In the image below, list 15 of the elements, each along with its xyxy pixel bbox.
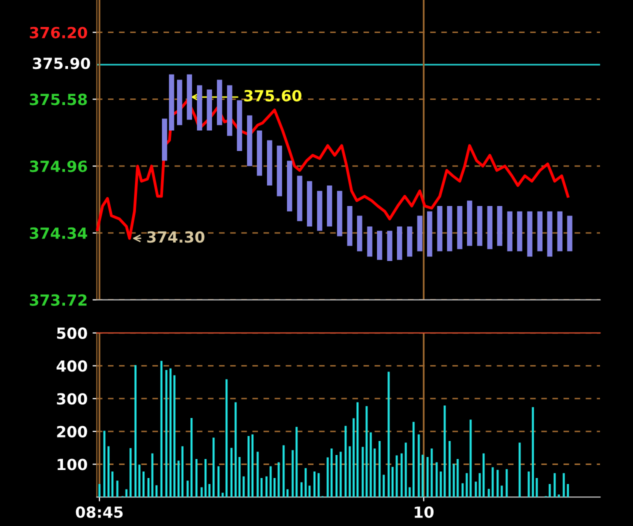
y-tick-label: 374.96: [30, 160, 87, 172]
y-tick-label: 200: [57, 426, 88, 438]
annotation: 375.60: [244, 90, 302, 102]
y-tick-label: 100: [58, 458, 88, 470]
y-tick-label: 374.34: [30, 227, 88, 239]
y-tick-label: 400: [56, 360, 88, 372]
y-tick-label: 376.20: [30, 26, 88, 38]
x-tick-label: 08:45: [76, 506, 123, 518]
x-tick-label: 10: [414, 506, 434, 518]
y-tick-label: 300: [56, 393, 88, 405]
annotation: 374.30: [147, 231, 204, 243]
y-tick-label: 375.58: [30, 94, 87, 106]
ref-line-label: 375.90: [32, 58, 90, 70]
y-tick-label: 373.72: [30, 294, 86, 306]
y-tick-label: 500: [57, 327, 88, 339]
